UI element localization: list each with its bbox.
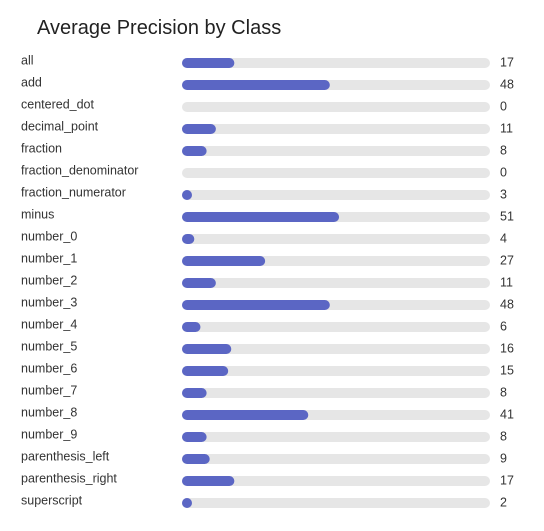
bar	[182, 234, 195, 244]
value-label: 17	[500, 473, 514, 487]
value-label: 48	[500, 77, 514, 91]
bar	[182, 80, 330, 90]
value-label: 4	[500, 231, 507, 245]
bar-track	[182, 344, 490, 354]
bar-track	[182, 322, 490, 332]
value-label: 27	[500, 253, 514, 267]
category-label: number_4	[21, 317, 77, 331]
category-label: parenthesis_left	[21, 449, 110, 463]
category-label: decimal_point	[21, 119, 99, 133]
bar-track	[182, 476, 490, 486]
bar	[182, 146, 207, 156]
value-label: 8	[500, 385, 507, 399]
value-label: 6	[500, 319, 507, 333]
value-label: 9	[500, 451, 507, 465]
value-label: 8	[500, 429, 507, 443]
bar	[182, 278, 216, 288]
bar	[182, 388, 207, 398]
category-label: fraction_denominator	[21, 163, 138, 177]
value-label: 8	[500, 143, 507, 157]
value-label: 15	[500, 363, 514, 377]
bar	[182, 300, 330, 310]
category-label: parenthesis_right	[21, 471, 117, 485]
category-label: number_3	[21, 295, 77, 309]
bar	[182, 58, 235, 68]
bar	[182, 124, 216, 134]
bar-track	[182, 234, 490, 244]
bar	[182, 322, 201, 332]
category-label: number_8	[21, 405, 77, 419]
bar	[182, 410, 309, 420]
value-label: 2	[500, 495, 507, 509]
bar	[182, 366, 229, 376]
bar-track	[182, 58, 490, 68]
value-label: 11	[500, 275, 513, 289]
category-label: number_2	[21, 273, 77, 287]
category-label: number_0	[21, 229, 77, 243]
bar-track	[182, 168, 490, 178]
bar-track	[182, 124, 490, 134]
category-label: centered_dot	[21, 97, 95, 111]
category-label: number_6	[21, 361, 77, 375]
bar	[182, 454, 210, 464]
bar-track	[182, 454, 490, 464]
value-label: 41	[500, 407, 514, 421]
bar	[182, 212, 340, 222]
value-label: 11	[500, 121, 513, 135]
bar	[182, 432, 207, 442]
bar-track	[182, 366, 490, 376]
bar	[182, 190, 192, 200]
value-label: 48	[500, 297, 514, 311]
bar-track	[182, 278, 490, 288]
bar-track	[182, 432, 490, 442]
bar	[182, 476, 235, 486]
category-label: all	[21, 53, 34, 67]
category-label: superscript	[21, 493, 83, 507]
bar-track	[182, 190, 490, 200]
category-label: number_5	[21, 339, 77, 353]
value-label: 17	[500, 55, 514, 69]
bar	[182, 256, 266, 266]
category-label: add	[21, 75, 42, 89]
bar-track	[182, 146, 490, 156]
bar-track	[182, 102, 490, 112]
bar	[182, 344, 232, 354]
category-label: minus	[21, 207, 54, 221]
value-label: 0	[500, 99, 507, 113]
value-label: 3	[500, 187, 507, 201]
bar	[182, 498, 192, 508]
category-label: number_9	[21, 427, 77, 441]
category-label: fraction_numerator	[21, 185, 126, 199]
value-label: 51	[500, 209, 514, 223]
bar-track	[182, 388, 490, 398]
value-label: 0	[500, 165, 507, 179]
bar-track	[182, 498, 490, 508]
category-label: number_7	[21, 383, 77, 397]
chart-title: Average Precision by Class	[37, 17, 282, 39]
category-label: number_1	[21, 251, 77, 265]
category-label: fraction	[21, 141, 62, 155]
value-label: 16	[500, 341, 514, 355]
